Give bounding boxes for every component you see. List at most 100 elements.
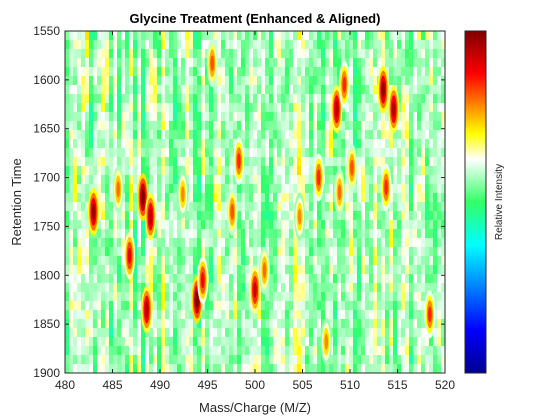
heatmap-cell	[161, 211, 166, 221]
heatmap-cell	[425, 364, 430, 373]
heatmap-cell	[133, 121, 138, 131]
heatmap-cell	[237, 319, 242, 329]
heatmap-cell	[309, 40, 314, 50]
heatmap-cell	[141, 103, 146, 113]
heatmap-cell	[313, 238, 318, 248]
heatmap-cell	[229, 238, 234, 248]
heatmap-cell	[181, 301, 186, 311]
heatmap-cell	[153, 292, 158, 302]
heatmap-cell	[277, 274, 282, 284]
heatmap-cell	[77, 157, 82, 167]
heatmap-cell	[205, 130, 210, 140]
heatmap-cell	[433, 148, 438, 158]
heatmap-cell	[433, 76, 438, 86]
heatmap-cell	[85, 310, 90, 320]
heatmap-cell	[113, 328, 118, 338]
heatmap-cell	[437, 355, 442, 365]
heatmap-cell	[293, 148, 298, 158]
heatmap-cell	[117, 292, 122, 302]
heatmap-cell	[313, 364, 318, 373]
heatmap-cell	[209, 193, 214, 203]
heatmap-cell	[425, 337, 430, 347]
heatmap-cell	[309, 328, 314, 338]
heatmap-cell	[293, 157, 298, 167]
heatmap-cell	[293, 265, 298, 275]
heatmap-cell	[185, 229, 190, 239]
heatmap-cell	[233, 58, 238, 68]
heatmap-cell	[269, 355, 274, 365]
heatmap-cell	[265, 238, 270, 248]
heatmap-peak	[127, 247, 132, 264]
heatmap-cell	[265, 148, 270, 158]
heatmap-cell	[425, 247, 430, 257]
heatmap-cell	[357, 49, 362, 59]
heatmap-cell	[345, 346, 350, 356]
heatmap-cell	[69, 49, 74, 59]
heatmap-cell	[185, 121, 190, 131]
heatmap-cell	[405, 130, 410, 140]
heatmap-cell	[253, 202, 258, 212]
heatmap-cell	[369, 247, 374, 257]
heatmap-cell	[437, 211, 442, 221]
heatmap-cell	[189, 157, 194, 167]
heatmap-cell	[273, 112, 278, 122]
heatmap-cell	[165, 229, 170, 239]
heatmap-cell	[309, 229, 314, 239]
heatmap-cell	[405, 337, 410, 347]
heatmap-cell	[377, 40, 382, 50]
heatmap-cell	[221, 310, 226, 320]
heatmap-cell	[393, 193, 398, 203]
heatmap-cell	[265, 49, 270, 59]
heatmap-cell	[221, 40, 226, 50]
heatmap-cell	[233, 175, 238, 185]
heatmap-cell	[213, 175, 218, 185]
heatmap-cell	[309, 103, 314, 113]
heatmap-cell	[257, 328, 262, 338]
heatmap-cell	[289, 229, 294, 239]
heatmap-cell	[433, 265, 438, 275]
heatmap-cell	[73, 337, 78, 347]
heatmap-cell	[381, 139, 386, 149]
heatmap-cell	[73, 40, 78, 50]
heatmap-cell	[249, 355, 254, 365]
heatmap-cell	[261, 112, 266, 122]
heatmap-cell	[69, 346, 74, 356]
heatmap-cell	[421, 355, 426, 365]
heatmap-cell	[157, 58, 162, 68]
heatmap-cell	[65, 184, 70, 194]
heatmap-cell	[173, 67, 178, 77]
heatmap-cell	[209, 301, 214, 311]
heatmap-cell	[369, 193, 374, 203]
heatmap-cell	[301, 85, 306, 95]
heatmap-cell	[109, 283, 114, 293]
heatmap-cell	[441, 67, 445, 77]
heatmap-cell	[325, 256, 330, 266]
heatmap-cell	[241, 76, 246, 86]
heatmap-cell	[433, 31, 438, 41]
heatmap-cell	[257, 220, 262, 230]
heatmap-cell	[421, 76, 426, 86]
heatmap-cell	[197, 346, 202, 356]
heatmap-cell	[77, 103, 82, 113]
heatmap-cell	[281, 130, 286, 140]
heatmap-cell	[197, 229, 202, 239]
heatmap-cell	[121, 31, 126, 41]
heatmap-cell	[225, 337, 230, 347]
heatmap-cell	[353, 337, 358, 347]
heatmap-cell	[149, 121, 154, 131]
heatmap-cell	[381, 40, 386, 50]
heatmap-cell	[365, 121, 370, 131]
heatmap-cell	[137, 166, 142, 176]
heatmap-cell	[229, 40, 234, 50]
heatmap-cell	[365, 157, 370, 167]
heatmap-cell	[241, 238, 246, 248]
heatmap-cell	[421, 130, 426, 140]
heatmap-cell	[85, 337, 90, 347]
heatmap-cell	[301, 184, 306, 194]
heatmap-cell	[273, 166, 278, 176]
heatmap-cell	[237, 85, 242, 95]
heatmap-cell	[289, 202, 294, 212]
heatmap-cell	[237, 364, 242, 373]
heatmap-cell	[257, 319, 262, 329]
heatmap-cell	[317, 274, 322, 284]
